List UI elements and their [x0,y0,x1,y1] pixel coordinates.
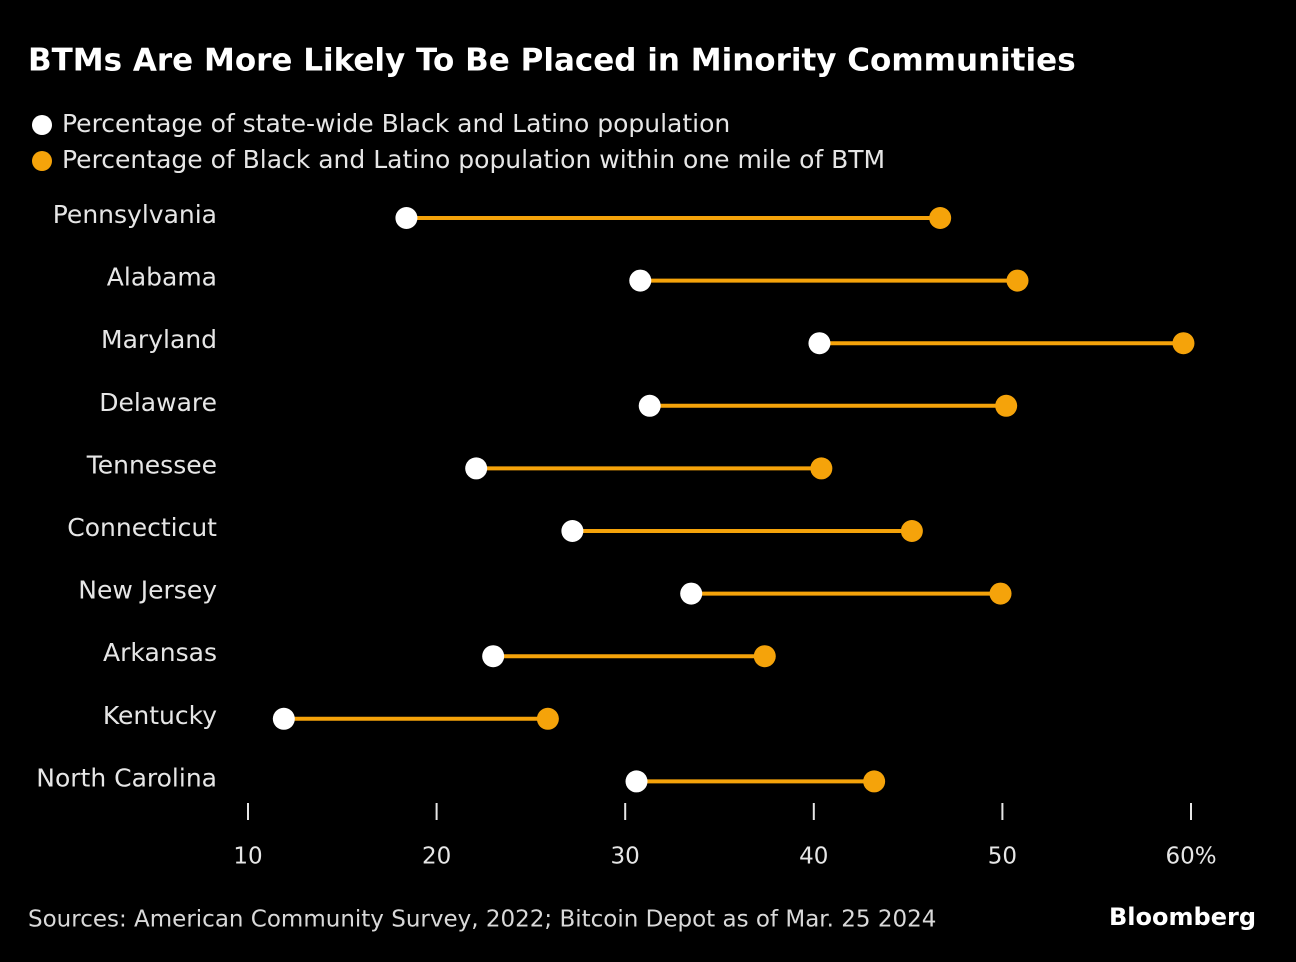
dot [810,457,833,480]
chart-title: BTMs Are More Likely To Be Placed in Min… [28,43,1076,79]
legend-marker [32,151,52,171]
x-tick-label: 10 [233,844,262,870]
x-tick-label: 30 [611,844,640,870]
dot [465,457,488,480]
x-tick-label: 50 [988,844,1017,870]
category-label: Alabama [107,263,217,292]
category-label: Arkansas [103,638,217,667]
dot [1006,269,1029,292]
legend-label: Percentage of Black and Latino populatio… [62,145,885,174]
legend-marker [32,115,52,135]
category-label: North Carolina [36,763,217,792]
x-tick-label: 40 [799,844,828,870]
dot [536,707,559,730]
dot [638,394,661,417]
dot [863,770,886,793]
category-label: Delaware [99,388,217,417]
category-label: Pennsylvania [53,200,217,229]
dot [680,582,703,605]
source-note: Sources: American Community Survey, 2022… [28,907,936,933]
category-label: New Jersey [78,576,217,605]
category-label: Kentucky [103,701,217,730]
x-tick-label: 60% [1165,844,1216,870]
brand-logo: Bloomberg [1109,903,1256,931]
dot [995,394,1018,417]
category-label: Maryland [101,325,217,354]
dot [395,207,418,229]
category-label: Connecticut [67,513,217,542]
x-tick-label: 20 [422,844,451,870]
dot [482,645,505,668]
dot [989,582,1012,605]
dot [272,707,295,730]
dot [629,269,652,292]
dot [900,520,923,542]
category-label: Tennessee [86,450,217,479]
dot [1172,332,1195,355]
dot [625,770,648,793]
dot [561,520,584,542]
dot [753,645,776,668]
dot [929,207,952,229]
legend-label: Percentage of state-wide Black and Latin… [62,109,730,138]
dot [808,332,831,355]
